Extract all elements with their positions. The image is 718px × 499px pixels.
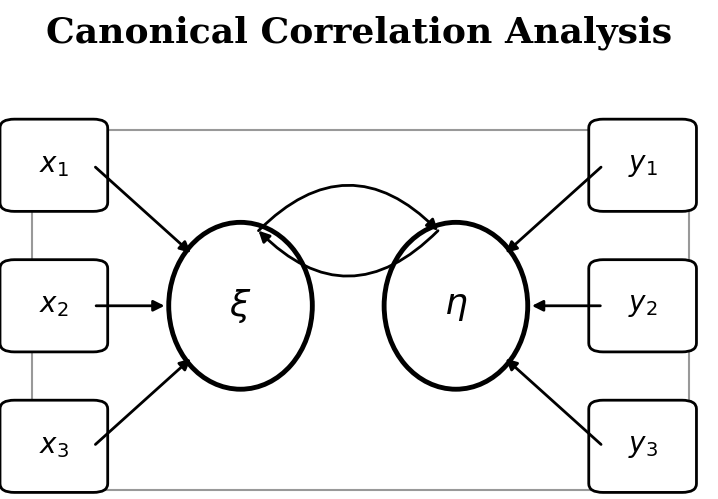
Ellipse shape [384, 223, 528, 389]
Text: $x_1$: $x_1$ [39, 152, 69, 179]
FancyBboxPatch shape [589, 400, 696, 493]
Text: $y_3$: $y_3$ [628, 433, 658, 460]
FancyBboxPatch shape [0, 119, 108, 212]
Text: $x_2$: $x_2$ [39, 292, 69, 319]
FancyBboxPatch shape [0, 400, 108, 493]
Ellipse shape [169, 223, 312, 389]
Text: $y_1$: $y_1$ [628, 152, 658, 179]
FancyBboxPatch shape [589, 259, 696, 352]
FancyBboxPatch shape [32, 130, 689, 490]
Text: $\xi$: $\xi$ [229, 287, 252, 325]
Text: $\eta$: $\eta$ [444, 289, 468, 323]
FancyBboxPatch shape [589, 119, 696, 212]
FancyBboxPatch shape [0, 259, 108, 352]
Text: $y_2$: $y_2$ [628, 292, 658, 319]
Text: Canonical Correlation Analysis: Canonical Correlation Analysis [46, 15, 672, 50]
Text: $x_3$: $x_3$ [39, 433, 69, 460]
